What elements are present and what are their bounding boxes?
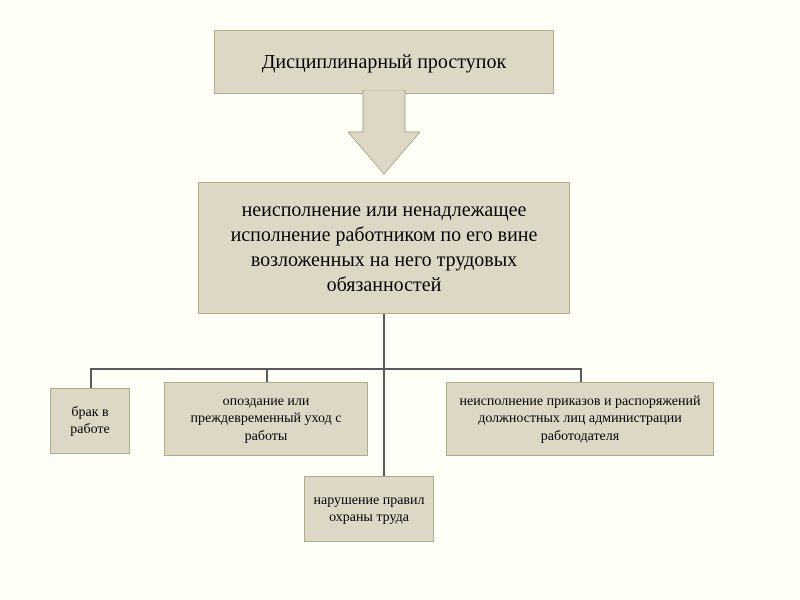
box-defect: брак в работе [50, 388, 130, 454]
box-orders: неисполнение приказов и распоряжений дол… [446, 382, 714, 456]
box-definition-label: неисполнение или ненадлежащее исполнение… [213, 198, 555, 298]
box-definition: неисполнение или ненадлежащее исполнение… [198, 182, 570, 314]
arrow-down-icon [348, 90, 420, 178]
connector-v3 [383, 368, 385, 476]
box-safety-label: нарушение правил охраны труда [313, 492, 425, 527]
box-late-label: опоздание или преждевременный уход с раб… [173, 393, 359, 446]
connector-v2 [266, 368, 268, 382]
connector-trunk [383, 314, 385, 370]
box-title: Дисциплинарный проступок [214, 30, 554, 94]
connector-hbar [90, 368, 580, 370]
box-late: опоздание или преждевременный уход с раб… [164, 382, 368, 456]
box-title-label: Дисциплинарный проступок [262, 50, 506, 75]
box-safety: нарушение правил охраны труда [304, 476, 434, 542]
box-orders-label: неисполнение приказов и распоряжений дол… [455, 393, 705, 446]
connector-v1 [90, 368, 92, 388]
box-defect-label: брак в работе [57, 404, 123, 439]
connector-v4 [580, 368, 582, 382]
